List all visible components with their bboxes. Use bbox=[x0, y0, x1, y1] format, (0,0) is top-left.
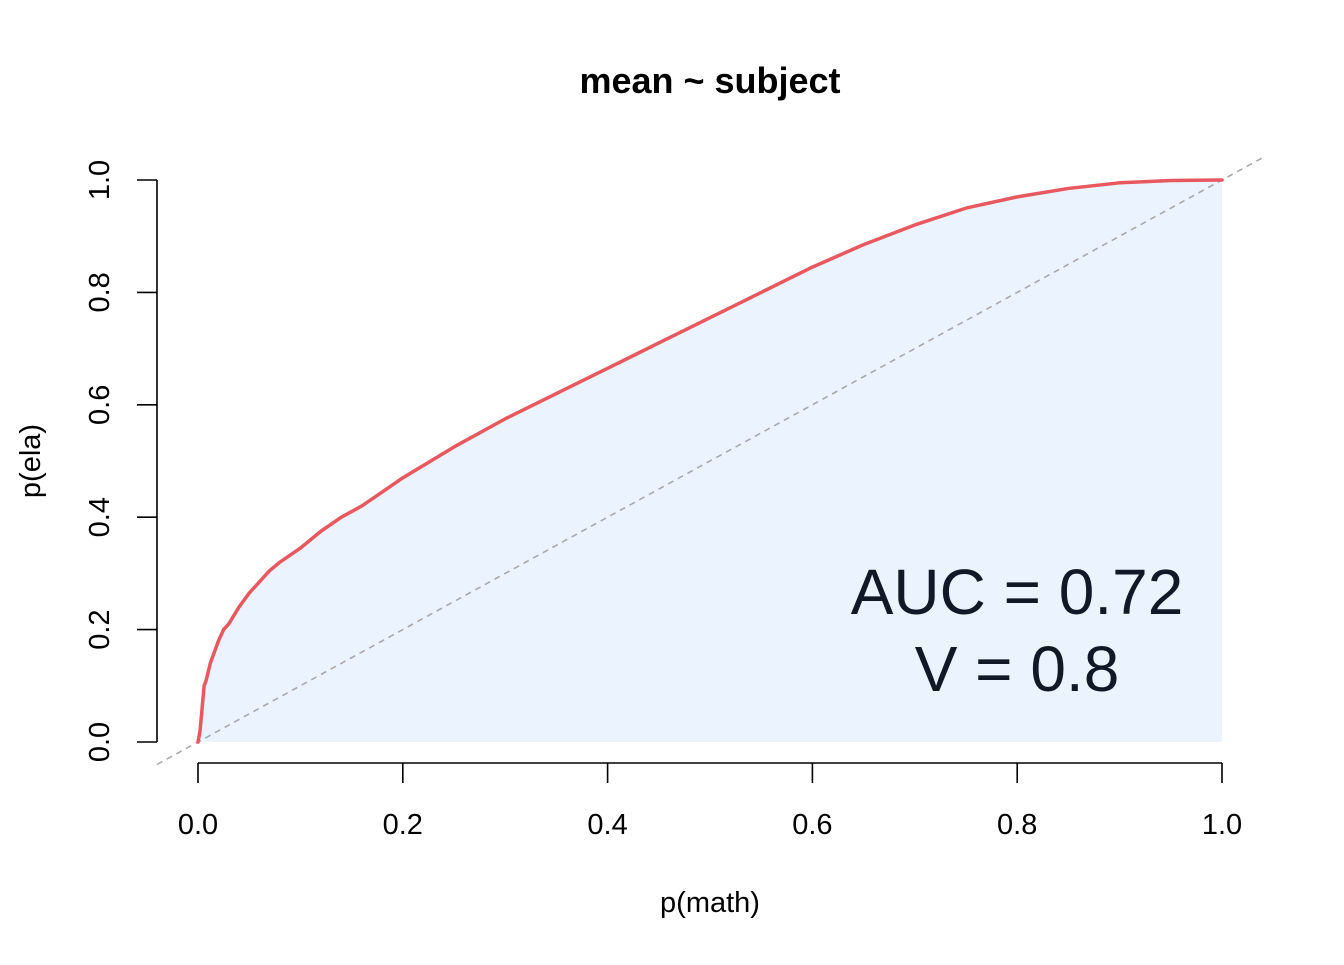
x-tick-label: 0.2 bbox=[383, 809, 423, 841]
x-tick-label: 0.8 bbox=[997, 809, 1037, 841]
x-axis: 0.0 0.2 0.4 0.6 0.8 1.0 bbox=[178, 762, 1242, 841]
y-axis: 0.0 0.2 0.4 0.6 0.8 1.0 bbox=[84, 160, 158, 762]
x-axis-label: p(math) bbox=[660, 887, 760, 919]
x-tick-label: 1.0 bbox=[1202, 809, 1242, 841]
chart-title: mean ~ subject bbox=[579, 60, 840, 101]
x-tick-label: 0.0 bbox=[178, 809, 218, 841]
auc-annotation: AUC = 0.72 bbox=[851, 556, 1184, 628]
y-tick-label: 0.6 bbox=[84, 385, 116, 425]
y-tick-label: 1.0 bbox=[84, 160, 116, 200]
plot-area bbox=[156, 156, 1264, 766]
series-curve-line bbox=[196, 178, 1224, 744]
y-tick-label: 0.4 bbox=[84, 497, 116, 537]
y-axis-label: p(ela) bbox=[15, 424, 47, 498]
reference-diagonal-line bbox=[156, 156, 1264, 766]
v-annotation: V = 0.8 bbox=[915, 633, 1120, 705]
x-tick-label: 0.4 bbox=[587, 809, 627, 841]
x-tick-label: 0.6 bbox=[792, 809, 832, 841]
y-tick-label: 0.2 bbox=[84, 609, 116, 649]
y-tick-label: 0.8 bbox=[84, 272, 116, 312]
y-tick-label: 0.0 bbox=[84, 722, 116, 762]
